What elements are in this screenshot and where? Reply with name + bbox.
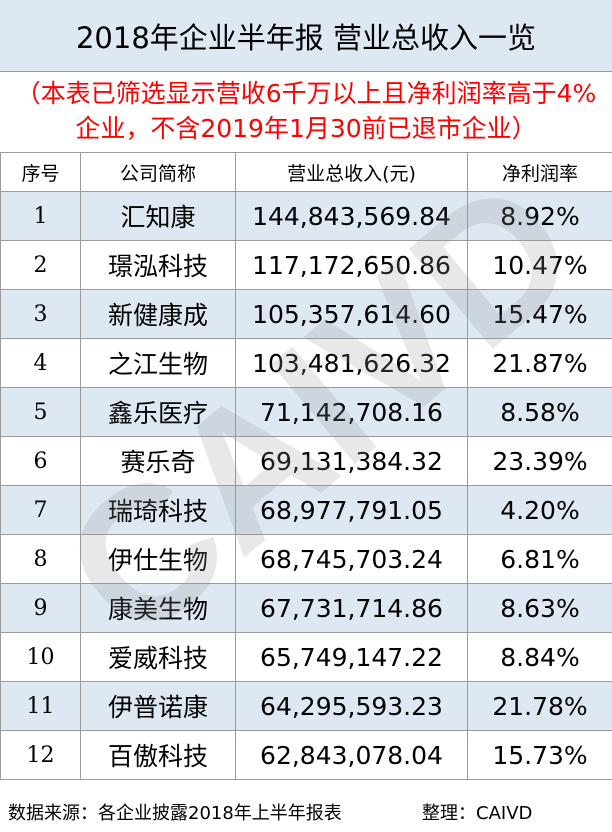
table-row: 4 之江生物 103,481,626.32 21.87% xyxy=(0,338,612,388)
cell-revenue: 65,749,147.22 xyxy=(235,632,468,682)
cell-margin: 15.73% xyxy=(467,730,612,780)
table-row: 9 康美生物 67,731,714.86 8.63% xyxy=(0,583,612,633)
cell-company: 百傲科技 xyxy=(80,730,236,780)
cell-margin: 21.87% xyxy=(467,338,612,388)
cell-margin: 4.20% xyxy=(467,485,612,535)
cell-revenue: 105,357,614.60 xyxy=(235,289,468,339)
cell-revenue: 69,131,384.32 xyxy=(235,436,468,486)
header-revenue: 营业总收入(元) xyxy=(235,152,468,192)
cell-index: 8 xyxy=(0,534,81,584)
cell-index: 1 xyxy=(0,191,81,241)
footer-source: 数据来源：各企业披露2018年上半年报表 xyxy=(8,803,342,824)
header-margin: 净利润率 xyxy=(467,152,612,192)
cell-margin: 6.81% xyxy=(467,534,612,584)
revenue-table: 序号 公司简称 营业总收入(元) 净利润率 1 汇知康 144,843,569.84… xyxy=(0,152,612,780)
cell-margin: 8.58% xyxy=(467,387,612,437)
cell-revenue: 71,142,708.16 xyxy=(235,387,468,437)
footer: 数据来源：各企业披露2018年上半年报表 整理：CAIVD xyxy=(0,792,612,832)
cell-index: 10 xyxy=(0,632,81,682)
table-row: 7 瑞琦科技 68,977,791.05 4.20% xyxy=(0,485,612,535)
table-row: 6 赛乐奇 69,131,384.32 23.39% xyxy=(0,436,612,486)
cell-company: 爱威科技 xyxy=(80,632,236,682)
table-row: 12 百傲科技 62,843,078.04 15.73% xyxy=(0,730,612,780)
cell-index: 5 xyxy=(0,387,81,437)
cell-margin: 21.78% xyxy=(467,681,612,731)
table-row: 8 伊仕生物 68,745,703.24 6.81% xyxy=(0,534,612,584)
cell-margin: 8.63% xyxy=(467,583,612,633)
cell-revenue: 103,481,626.32 xyxy=(235,338,468,388)
page-title: 2018年企业半年报 营业总收入一览 xyxy=(0,0,612,72)
cell-index: 11 xyxy=(0,681,81,731)
cell-index: 4 xyxy=(0,338,81,388)
cell-company: 新健康成 xyxy=(80,289,236,339)
table-row: 11 伊普诺康 64,295,593.23 21.78% xyxy=(0,681,612,731)
cell-revenue: 68,745,703.24 xyxy=(235,534,468,584)
header-index: 序号 xyxy=(0,152,81,192)
cell-index: 7 xyxy=(0,485,81,535)
cell-revenue: 117,172,650.86 xyxy=(235,240,468,290)
table-row: 1 汇知康 144,843,569.84 8.92% xyxy=(0,191,612,241)
cell-company: 瑞琦科技 xyxy=(80,485,236,535)
footer-organizer: 整理：CAIVD xyxy=(422,803,533,824)
cell-revenue: 68,977,791.05 xyxy=(235,485,468,535)
cell-margin: 8.92% xyxy=(467,191,612,241)
table-row: 5 鑫乐医疗 71,142,708.16 8.58% xyxy=(0,387,612,437)
table-body: 1 汇知康 144,843,569.84 8.92% 2 璟泓科技 117,172,650.… xyxy=(0,191,612,780)
cell-margin: 15.47% xyxy=(467,289,612,339)
cell-index: 12 xyxy=(0,730,81,780)
cell-company: 汇知康 xyxy=(80,191,236,241)
cell-index: 6 xyxy=(0,436,81,486)
cell-margin: 8.84% xyxy=(467,632,612,682)
cell-company: 璟泓科技 xyxy=(80,240,236,290)
table-row: 3 新健康成 105,357,614.60 15.47% xyxy=(0,289,612,339)
cell-revenue: 67,731,714.86 xyxy=(235,583,468,633)
cell-company: 之江生物 xyxy=(80,338,236,388)
cell-revenue: 144,843,569.84 xyxy=(235,191,468,241)
cell-index: 2 xyxy=(0,240,81,290)
cell-company: 康美生物 xyxy=(80,583,236,633)
table-row: 2 璟泓科技 117,172,650.86 10.47% xyxy=(0,240,612,290)
cell-margin: 10.47% xyxy=(467,240,612,290)
cell-margin: 23.39% xyxy=(467,436,612,486)
table-header-row: 序号 公司简称 营业总收入(元) 净利润率 xyxy=(0,152,612,192)
cell-company: 赛乐奇 xyxy=(80,436,236,486)
cell-company: 伊普诺康 xyxy=(80,681,236,731)
cell-revenue: 62,843,078.04 xyxy=(235,730,468,780)
cell-company: 伊仕生物 xyxy=(80,534,236,584)
table-row: 10 爱威科技 65,749,147.22 8.84% xyxy=(0,632,612,682)
header-company: 公司简称 xyxy=(80,152,236,192)
cell-company: 鑫乐医疗 xyxy=(80,387,236,437)
cell-revenue: 64,295,593.23 xyxy=(235,681,468,731)
cell-index: 9 xyxy=(0,583,81,633)
filter-note: （本表已筛选显示营收6千万以上且净利润率高于4%企业，不含2019年1月30前已… xyxy=(15,79,597,143)
cell-index: 3 xyxy=(0,289,81,339)
